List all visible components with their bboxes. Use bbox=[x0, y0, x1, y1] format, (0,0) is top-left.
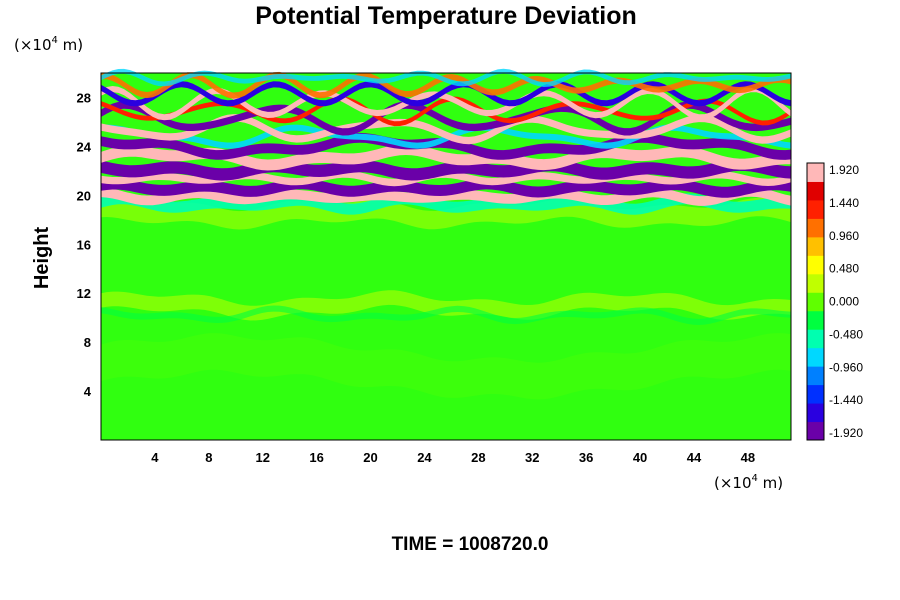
field-band bbox=[101, 333, 791, 400]
field-band bbox=[101, 101, 791, 136]
colorbar-swatch bbox=[807, 181, 824, 201]
x-tick-label: 32 bbox=[525, 450, 539, 465]
colorbar-swatch bbox=[807, 310, 824, 330]
colorbar-swatch bbox=[807, 273, 824, 293]
colorbar-swatch bbox=[807, 347, 824, 367]
field-band bbox=[101, 71, 791, 99]
field-band bbox=[101, 132, 791, 160]
y-axis-label: Height bbox=[31, 227, 53, 290]
y-tick-label: 20 bbox=[77, 188, 91, 203]
y-tick-label: 28 bbox=[77, 90, 91, 105]
chart-title: Potential Temperature Deviation bbox=[255, 2, 637, 30]
x-unit-label: (×104 m) bbox=[714, 473, 783, 492]
field-band bbox=[101, 86, 791, 121]
colorbar-label: -0.480 bbox=[829, 327, 863, 341]
field-band bbox=[101, 114, 791, 145]
colorbar-swatch bbox=[807, 421, 824, 441]
x-tick-label: 36 bbox=[579, 450, 593, 465]
colorbar-swatches bbox=[807, 163, 824, 441]
field-band bbox=[101, 290, 791, 321]
field-bands bbox=[101, 68, 791, 400]
y-tick-label: 12 bbox=[77, 286, 91, 301]
field-band bbox=[101, 305, 791, 325]
x-tick-label: 48 bbox=[741, 450, 755, 465]
x-tick-label: 44 bbox=[687, 450, 702, 465]
colorbar-swatch bbox=[807, 236, 824, 256]
colorbar-swatch bbox=[807, 199, 824, 219]
field-band bbox=[101, 178, 791, 198]
colorbar-label: 0.960 bbox=[829, 229, 859, 243]
x-tick-label: 28 bbox=[471, 450, 485, 465]
plot-area bbox=[100, 68, 792, 441]
x-tick-label: 4 bbox=[151, 450, 159, 465]
x-tick-label: 24 bbox=[417, 450, 432, 465]
colorbar-label: -1.440 bbox=[829, 393, 863, 407]
plot-frame bbox=[100, 72, 792, 441]
colorbar-label: 0.000 bbox=[829, 295, 859, 309]
colorbar-swatch bbox=[807, 218, 824, 238]
field-band bbox=[101, 144, 791, 171]
x-tick-labels: 4 8 12 16 20 24 28 32 36 40 44 48 bbox=[151, 450, 755, 465]
field-band bbox=[101, 96, 791, 127]
colorbar-frame bbox=[806, 162, 825, 441]
colorbar-label: -0.960 bbox=[829, 360, 863, 374]
x-tick-label: 16 bbox=[309, 450, 323, 465]
y-tick-label: 8 bbox=[84, 335, 91, 350]
colorbar-swatch bbox=[807, 384, 824, 404]
y-tick-label: 4 bbox=[84, 384, 92, 399]
y-tick-label: 24 bbox=[77, 139, 92, 154]
colorbar-swatch bbox=[807, 292, 824, 312]
y-tick-label: 16 bbox=[77, 237, 91, 252]
colorbar-swatch bbox=[807, 329, 824, 349]
colorbar-labels: 1.920 1.440 0.960 0.480 0.000 -0.480 -0.960 -1.… bbox=[829, 163, 863, 440]
y-unit-label: (×104 m) bbox=[14, 35, 83, 54]
colorbar-swatch bbox=[807, 366, 824, 386]
x-tick-label: 12 bbox=[255, 450, 269, 465]
colorbar-swatch bbox=[807, 163, 824, 182]
field-band bbox=[101, 68, 791, 87]
y-tick-labels: 4 8 12 16 20 24 28 bbox=[77, 90, 92, 399]
time-label: TIME = 1008720.0 bbox=[392, 534, 549, 555]
colorbar: 1.920 1.440 0.960 0.480 0.000 -0.480 -0.960 -1.… bbox=[806, 162, 863, 441]
x-tick-label: 20 bbox=[363, 450, 377, 465]
colorbar-label: 1.920 bbox=[829, 163, 859, 177]
colorbar-label: 0.480 bbox=[829, 262, 859, 276]
x-tick-label: 40 bbox=[633, 450, 647, 465]
colorbar-label: -1.920 bbox=[829, 426, 863, 440]
colorbar-swatch bbox=[807, 403, 824, 423]
colorbar-swatch bbox=[807, 255, 824, 275]
x-tick-label: 8 bbox=[205, 450, 212, 465]
field-band bbox=[101, 81, 791, 107]
colorbar-label: 1.440 bbox=[829, 196, 859, 210]
